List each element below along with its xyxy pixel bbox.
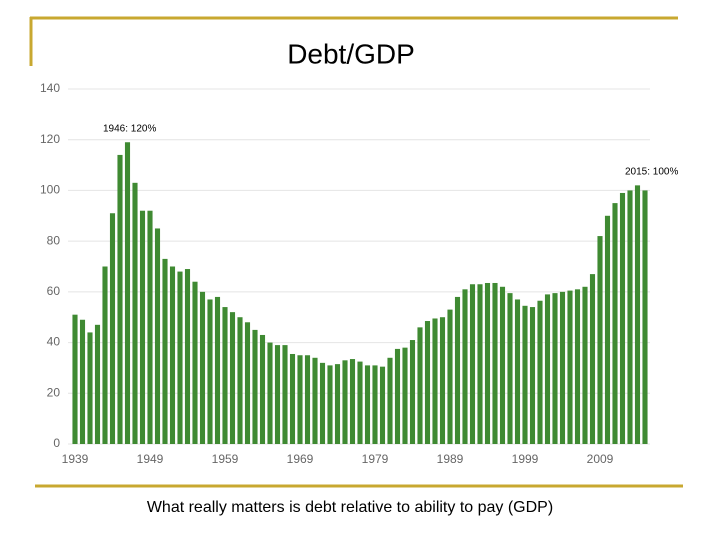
bar — [94, 324, 101, 444]
bar — [492, 282, 498, 444]
bar — [177, 271, 183, 444]
bar — [79, 319, 86, 444]
bar — [409, 340, 416, 444]
bar — [372, 365, 378, 444]
x-tick-label: 1959 — [212, 452, 239, 466]
bar — [214, 296, 221, 444]
x-tick-label: 1979 — [362, 452, 389, 466]
bar — [454, 296, 461, 444]
bar — [229, 312, 236, 444]
bar — [169, 266, 176, 444]
bar — [124, 142, 131, 444]
bar — [334, 364, 341, 444]
annotation: 1946: 120% — [103, 124, 156, 135]
x-tick-label: 1949 — [137, 452, 164, 466]
bar — [357, 361, 363, 444]
bar — [117, 154, 123, 444]
bar — [102, 266, 108, 444]
bar — [282, 345, 288, 444]
plot: 0 20 40 60 80 100 120 140 1939 1949 1959 1969 1979 19… — [40, 81, 650, 466]
bar — [364, 365, 371, 444]
bar — [327, 365, 333, 444]
bar — [469, 284, 476, 444]
bar — [87, 332, 93, 444]
bar — [387, 357, 393, 444]
bar — [574, 289, 581, 444]
bar — [162, 258, 168, 444]
bar — [184, 269, 191, 444]
bar — [259, 334, 266, 444]
bar — [394, 348, 401, 444]
bar — [319, 362, 326, 444]
bar — [499, 286, 506, 444]
caption: What really matters is debt relative to … — [147, 499, 553, 516]
bar — [132, 182, 138, 445]
bar — [297, 355, 303, 444]
bar — [72, 314, 78, 444]
bar — [567, 290, 573, 444]
annotation: 2015: 100% — [625, 167, 678, 178]
bar — [559, 291, 566, 444]
bar — [552, 293, 558, 444]
bar — [627, 190, 633, 444]
x-tick-label: 1939 — [62, 452, 89, 466]
bar — [402, 347, 408, 444]
bar — [424, 321, 431, 444]
bar — [274, 345, 281, 444]
bar — [439, 317, 446, 444]
bar — [529, 307, 536, 444]
bar — [484, 282, 491, 444]
bar — [477, 284, 483, 444]
y-tick-label: 80 — [47, 233, 61, 247]
bar — [207, 299, 213, 444]
bar — [267, 342, 273, 444]
bar — [582, 286, 588, 444]
y-tick-label: 20 — [47, 385, 61, 399]
bar — [199, 291, 206, 444]
bar — [304, 355, 311, 444]
bar — [222, 307, 228, 444]
bar — [507, 293, 513, 444]
bar — [349, 359, 356, 444]
bar — [612, 203, 618, 444]
bar — [139, 210, 146, 444]
bar — [147, 210, 153, 444]
bar — [619, 192, 626, 444]
bar — [514, 299, 521, 444]
x-tick-label: 1969 — [287, 452, 314, 466]
bar — [417, 327, 423, 444]
bar — [642, 190, 648, 444]
bar — [544, 294, 551, 444]
y-tick-label: 40 — [47, 335, 61, 349]
bar — [597, 236, 603, 444]
y-tick-label: 100 — [40, 183, 60, 197]
x-tick-label: 1999 — [512, 452, 539, 466]
bar — [604, 215, 611, 444]
bar — [109, 213, 116, 444]
bar — [537, 300, 543, 444]
bar — [447, 309, 453, 444]
bar — [312, 357, 318, 444]
y-tick-label: 140 — [40, 81, 60, 95]
chart-title: Debt/GDP — [287, 38, 415, 69]
bar — [522, 305, 528, 444]
bar — [634, 185, 641, 444]
x-tick-label: 2009 — [587, 452, 614, 466]
bar — [252, 329, 258, 444]
bar — [154, 228, 161, 444]
bar — [237, 317, 243, 444]
bar — [462, 289, 468, 444]
bar — [289, 353, 296, 444]
bar — [589, 274, 596, 444]
bar — [342, 360, 348, 444]
y-tick-label: 120 — [40, 132, 60, 146]
bar — [192, 281, 198, 444]
y-tick-label: 0 — [53, 436, 60, 450]
bar — [244, 322, 251, 444]
bar — [379, 366, 386, 444]
y-tick-label: 60 — [47, 284, 61, 298]
bar — [432, 318, 438, 444]
x-tick-label: 1989 — [437, 452, 464, 466]
